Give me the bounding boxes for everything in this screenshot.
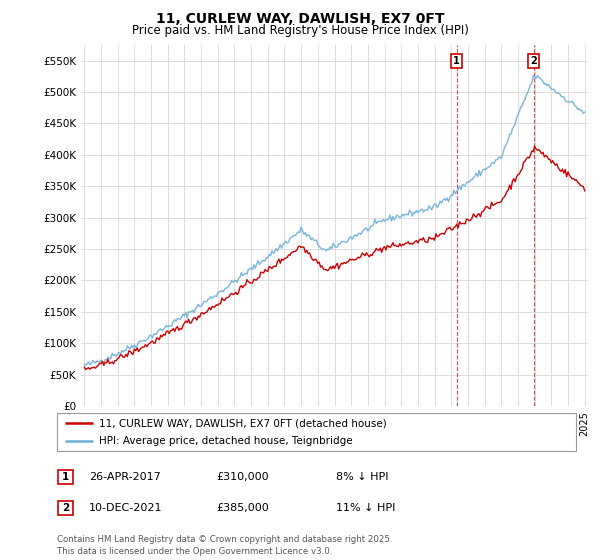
Text: 8% ↓ HPI: 8% ↓ HPI [336,472,389,482]
Text: 11, CURLEW WAY, DAWLISH, EX7 0FT (detached house): 11, CURLEW WAY, DAWLISH, EX7 0FT (detach… [98,418,386,428]
Text: £310,000: £310,000 [216,472,269,482]
Text: 2: 2 [530,56,537,66]
Text: 2: 2 [62,503,69,513]
Text: 11% ↓ HPI: 11% ↓ HPI [336,503,395,513]
Text: 1: 1 [62,472,69,482]
Text: 11, CURLEW WAY, DAWLISH, EX7 0FT: 11, CURLEW WAY, DAWLISH, EX7 0FT [156,12,444,26]
Text: HPI: Average price, detached house, Teignbridge: HPI: Average price, detached house, Teig… [98,436,352,446]
Text: 10-DEC-2021: 10-DEC-2021 [89,503,162,513]
Text: 1: 1 [453,56,460,66]
Text: 26-APR-2017: 26-APR-2017 [89,472,161,482]
Text: Contains HM Land Registry data © Crown copyright and database right 2025.
This d: Contains HM Land Registry data © Crown c… [57,535,392,556]
Text: Price paid vs. HM Land Registry's House Price Index (HPI): Price paid vs. HM Land Registry's House … [131,24,469,36]
Text: £385,000: £385,000 [216,503,269,513]
